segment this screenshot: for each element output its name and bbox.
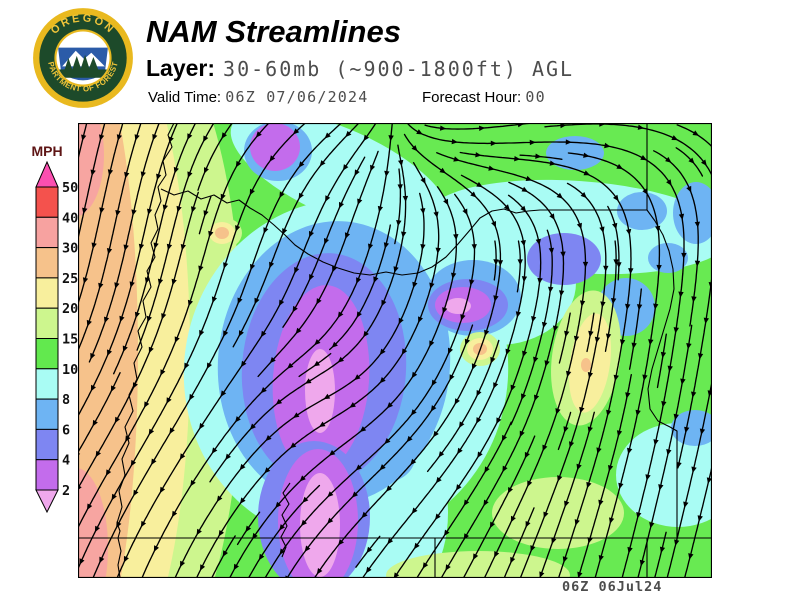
streamline — [78, 123, 179, 418]
speed-region — [215, 227, 229, 239]
legend-band-label: 40 — [62, 210, 78, 226]
streamline — [503, 507, 535, 578]
legend-band — [35, 247, 59, 279]
streamline — [92, 123, 343, 578]
speed-region — [386, 551, 570, 578]
streamline — [510, 229, 553, 426]
speed-region — [492, 477, 624, 549]
legend-band-label: 20 — [62, 301, 78, 317]
speed-region — [546, 136, 604, 170]
streamline — [653, 531, 667, 578]
streamline — [232, 123, 360, 348]
legend-band — [35, 398, 59, 430]
speed-legend: MPH 50 40 30 25 20 15 10 8 6 4 2 — [31, 143, 78, 514]
map-frame — [78, 123, 712, 578]
legend-band-label: 6 — [62, 422, 70, 438]
legend-arrow-above — [35, 160, 59, 188]
streamline — [436, 152, 587, 578]
streamline — [558, 312, 571, 364]
streamline — [361, 174, 526, 578]
legend-title: MPH — [31, 143, 62, 159]
streamline — [78, 123, 142, 353]
valid-time: Valid Time: 06Z 07/06/2024 — [148, 88, 369, 106]
speed-region — [250, 123, 300, 171]
streamline — [628, 288, 642, 370]
streamline — [516, 240, 521, 293]
legend-band-label: 30 — [62, 241, 78, 257]
legend-band — [35, 338, 59, 370]
streamline — [677, 270, 712, 469]
legend-band — [35, 186, 59, 218]
legend-band-label: 15 — [62, 332, 78, 348]
geo-borders — [78, 123, 712, 578]
streamline — [78, 191, 199, 490]
legend-band — [35, 368, 59, 400]
logo-scene — [58, 47, 108, 81]
odf-logo: OREGON DEPARTMENT OF FORESTRY — [30, 6, 133, 108]
streamline — [116, 123, 377, 578]
streamline — [656, 333, 667, 389]
trees-icon — [59, 54, 107, 78]
forecast-hour: Forecast Hour: 00 — [422, 88, 546, 106]
streamline — [197, 123, 233, 191]
streamline — [666, 378, 712, 578]
geo-border-line — [280, 482, 291, 558]
speed-region — [300, 473, 340, 577]
legend-band — [35, 216, 59, 249]
legend-band-label: 25 — [62, 271, 78, 287]
streamline — [393, 194, 542, 578]
legend-band-label: 4 — [62, 453, 70, 469]
layer-label: Layer: — [146, 55, 216, 81]
streamline — [577, 374, 632, 578]
layer-row: Layer: 30-60mb (~900-1800ft) AGL — [146, 55, 574, 82]
legend-band-label: 2 — [62, 483, 70, 499]
streamline — [195, 162, 440, 578]
speed-region — [616, 423, 712, 527]
streamline — [406, 123, 685, 578]
speed-region — [581, 358, 591, 372]
streamline — [426, 339, 500, 473]
geo-border-line — [160, 188, 647, 276]
legend-band-label: 10 — [62, 362, 78, 378]
streamline — [653, 150, 699, 327]
streamline — [264, 193, 476, 578]
forecast-hour-label: Forecast Hour: — [422, 89, 522, 106]
legend-band — [35, 428, 59, 461]
speed-region — [671, 410, 712, 446]
page-title: NAM Streamlines — [146, 14, 401, 49]
valid-time-label: Valid Time: — [148, 89, 222, 106]
streamline — [78, 123, 270, 529]
streamline — [286, 324, 474, 578]
forecast-hour-value: 00 — [525, 88, 546, 106]
streamline — [539, 411, 595, 578]
legend-arrow-below — [35, 489, 59, 514]
geo-border-line — [646, 209, 678, 538]
geo-border-line — [116, 123, 175, 578]
map-layers — [78, 123, 712, 578]
legend-band — [35, 459, 59, 491]
streamline — [210, 535, 236, 578]
streamline — [440, 181, 565, 578]
legend-band-label: 8 — [62, 392, 70, 408]
map-canvas — [78, 123, 712, 578]
legend-band-label: 50 — [62, 180, 78, 196]
speed-region — [617, 192, 667, 230]
streamline — [136, 123, 215, 351]
legend-band — [35, 307, 59, 339]
legend-band — [35, 277, 59, 309]
streamline — [394, 168, 402, 245]
layer-value: 30-60mb (~900-1800ft) AGL — [223, 57, 575, 81]
valid-time-value: 06Z 07/06/2024 — [225, 88, 369, 106]
map-timestamp: 06Z 06Jul24 — [562, 579, 663, 595]
